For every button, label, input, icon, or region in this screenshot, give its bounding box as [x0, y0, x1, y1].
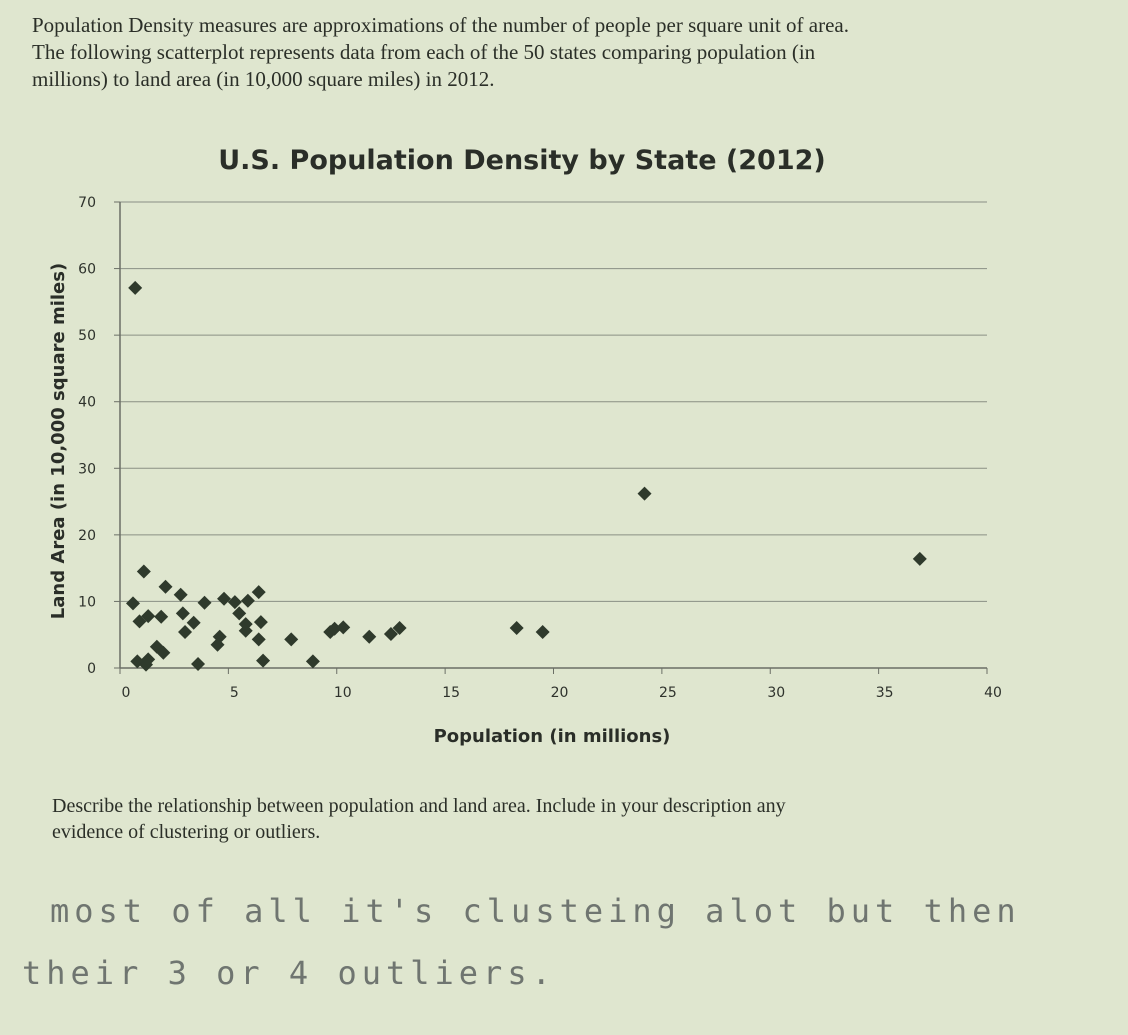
data-point	[251, 632, 266, 647]
data-point	[327, 621, 342, 636]
data-point	[240, 593, 255, 608]
x-tick-label: 5	[230, 685, 239, 701]
intro-line-2: The following scatterplot represents dat…	[32, 40, 816, 64]
question-line-2: evidence of clustering or outliers.	[52, 821, 321, 843]
scatter-chart: U.S. Population Density by State (2012) …	[48, 145, 1002, 747]
data-point	[154, 609, 169, 624]
data-point	[336, 620, 351, 635]
x-tick-label: 20	[551, 685, 569, 701]
y-tick-label: 20	[78, 528, 96, 544]
data-point	[197, 595, 212, 610]
y-tick-label: 0	[87, 661, 96, 677]
data-point	[173, 587, 188, 602]
data-point	[126, 596, 141, 611]
data-point	[912, 551, 927, 566]
data-point	[637, 486, 652, 501]
data-point	[284, 632, 299, 647]
data-point	[136, 564, 151, 579]
y-tick-label: 30	[78, 461, 96, 477]
chart-gridlines	[120, 201, 987, 602]
data-point	[251, 585, 266, 600]
x-tick-label: 25	[659, 685, 677, 701]
handwritten-answer: most of all it's clusteing alot but then…	[22, 880, 1082, 1004]
x-tick-label: 15	[442, 685, 460, 701]
data-point	[305, 654, 320, 669]
x-axis-ticks: 0 5 10 15 20 25 30 35 40	[119, 668, 1002, 701]
x-tick-label: 35	[876, 685, 894, 701]
data-point	[128, 280, 143, 295]
y-axis-ticks: 0 10 20 30 40 50 60 70	[78, 195, 120, 677]
data-point	[535, 625, 550, 640]
y-tick-label: 50	[78, 328, 96, 344]
data-point	[141, 609, 156, 624]
answer-line-1: most of all it's clusteing alot but then	[50, 892, 1021, 930]
y-axis-label: Land Area (in 10,000 square miles)	[48, 263, 69, 619]
intro-text: Population Density measures are approxim…	[32, 12, 1072, 93]
data-point	[238, 623, 253, 638]
chart-title: U.S. Population Density by State (2012)	[218, 145, 826, 176]
data-point	[178, 625, 193, 640]
data-point	[158, 579, 173, 594]
data-point	[175, 606, 190, 621]
x-tick-label: 0	[122, 685, 131, 701]
data-point	[186, 615, 201, 630]
data-point	[392, 621, 407, 636]
data-point	[141, 652, 156, 667]
answer-line-2: their 3 or 4 outliers.	[22, 954, 556, 992]
data-point	[509, 621, 524, 636]
question-text: Describe the relationship between popula…	[52, 793, 1052, 845]
y-tick-label: 40	[78, 395, 96, 411]
x-tick-label: 40	[984, 685, 1002, 701]
y-tick-label: 60	[78, 262, 96, 278]
y-tick-label: 70	[78, 195, 96, 211]
x-axis-label: Population (in millions)	[434, 726, 671, 747]
data-point	[217, 591, 232, 606]
intro-line-1: Population Density measures are approxim…	[32, 13, 850, 37]
data-point	[253, 615, 268, 630]
data-point	[156, 645, 171, 660]
y-tick-label: 10	[78, 594, 96, 610]
data-point	[256, 653, 271, 668]
data-point	[210, 637, 225, 652]
data-point	[227, 595, 242, 610]
data-point	[383, 627, 398, 642]
x-tick-label: 30	[767, 685, 785, 701]
data-point	[362, 629, 377, 644]
intro-line-3: millions) to land area (in 10,000 square…	[32, 67, 495, 91]
x-tick-label: 10	[334, 685, 352, 701]
data-points	[126, 280, 927, 672]
data-point	[232, 606, 247, 621]
data-point	[191, 657, 206, 672]
question-line-1: Describe the relationship between popula…	[52, 795, 786, 817]
